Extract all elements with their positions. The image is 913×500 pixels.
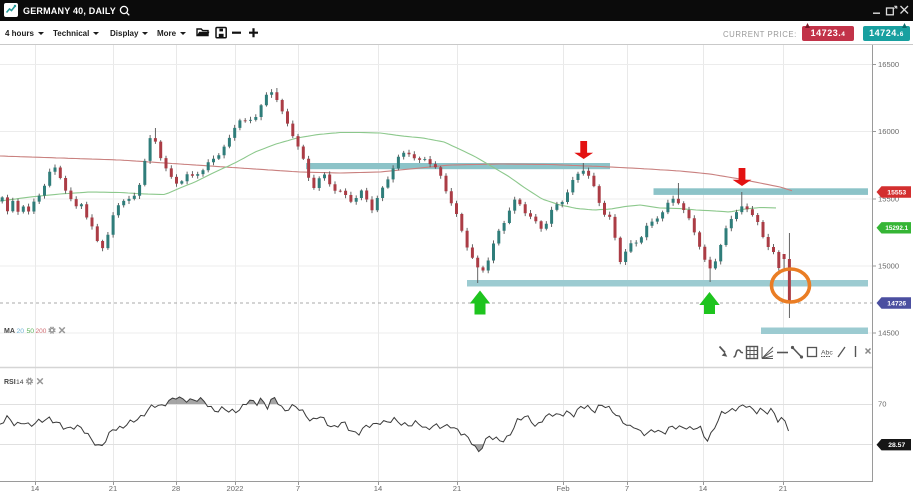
svg-text:15000: 15000: [878, 262, 899, 271]
svg-text:15500: 15500: [878, 195, 899, 204]
svg-text:28.57: 28.57: [888, 442, 905, 449]
svg-text:50: 50: [27, 328, 35, 335]
svg-text:21: 21: [453, 484, 461, 493]
svg-text:15553: 15553: [887, 189, 906, 196]
svg-text:14726: 14726: [887, 300, 906, 307]
svg-text:Feb: Feb: [556, 484, 569, 493]
svg-text:20: 20: [17, 328, 25, 335]
svg-text:15292.1: 15292.1: [885, 225, 908, 232]
svg-text:16000: 16000: [878, 127, 899, 136]
svg-text:MA: MA: [4, 328, 15, 335]
svg-text:7: 7: [625, 484, 629, 493]
svg-text:14: 14: [699, 484, 707, 493]
svg-text:2022: 2022: [227, 484, 244, 493]
svg-text:28: 28: [172, 484, 180, 493]
svg-text:14: 14: [16, 379, 24, 386]
svg-text:200: 200: [36, 328, 47, 335]
svg-text:16500: 16500: [878, 60, 899, 69]
svg-text:Abc: Abc: [821, 350, 833, 357]
svg-text:RSI: RSI: [4, 379, 16, 386]
svg-text:7: 7: [296, 484, 300, 493]
svg-text:14: 14: [31, 484, 39, 493]
svg-text:14500: 14500: [878, 329, 899, 338]
svg-text:21: 21: [779, 484, 787, 493]
svg-text:70: 70: [878, 400, 886, 409]
svg-text:14: 14: [374, 484, 382, 493]
svg-text:21: 21: [109, 484, 117, 493]
